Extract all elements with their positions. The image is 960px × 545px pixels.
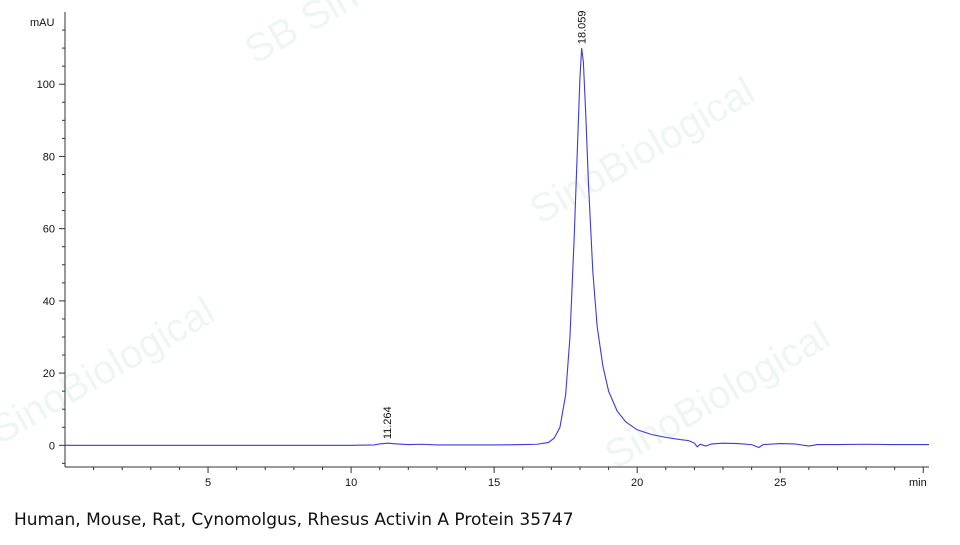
peak-label: 18.059 [577,10,589,44]
x-tick-label: 10 [345,477,357,489]
x-tick-label: 25 [774,477,786,489]
y-tick-label: 40 [43,296,55,308]
axes [64,12,929,468]
peak-label: 11.264 [382,406,394,439]
watermark-text: SinoBiological [0,289,222,453]
watermark-text: SinoBiological [598,314,838,478]
y-axis-label: mAU [30,17,55,29]
x-axis-label: min [909,477,927,489]
x-tick-label: 5 [205,477,211,489]
y-tick-label: 0 [49,440,55,452]
y-tick-label: 100 [37,79,55,91]
y-tick-label: 20 [43,368,55,380]
y-tick-label: 80 [43,151,55,163]
x-tick-label: 20 [631,477,643,489]
figure-caption: Human, Mouse, Rat, Cynomolgus, Rhesus Ac… [14,510,574,530]
y-tick-label: 60 [43,224,55,236]
peak-labels: 11.264 18.059 [382,10,588,439]
ticks: 5 10 15 20 25 0 20 40 60 80 100 [37,29,924,489]
x-tick-label: 15 [488,477,500,489]
watermark-text: SB Sino [238,0,385,73]
chromatogram-chart: SB Sino SinoBiological SinoBiological Si… [0,0,929,489]
watermark-text: SinoBiological [523,69,763,233]
watermark-layer: SB Sino SinoBiological SinoBiological Si… [0,0,837,478]
series-line [65,48,929,449]
